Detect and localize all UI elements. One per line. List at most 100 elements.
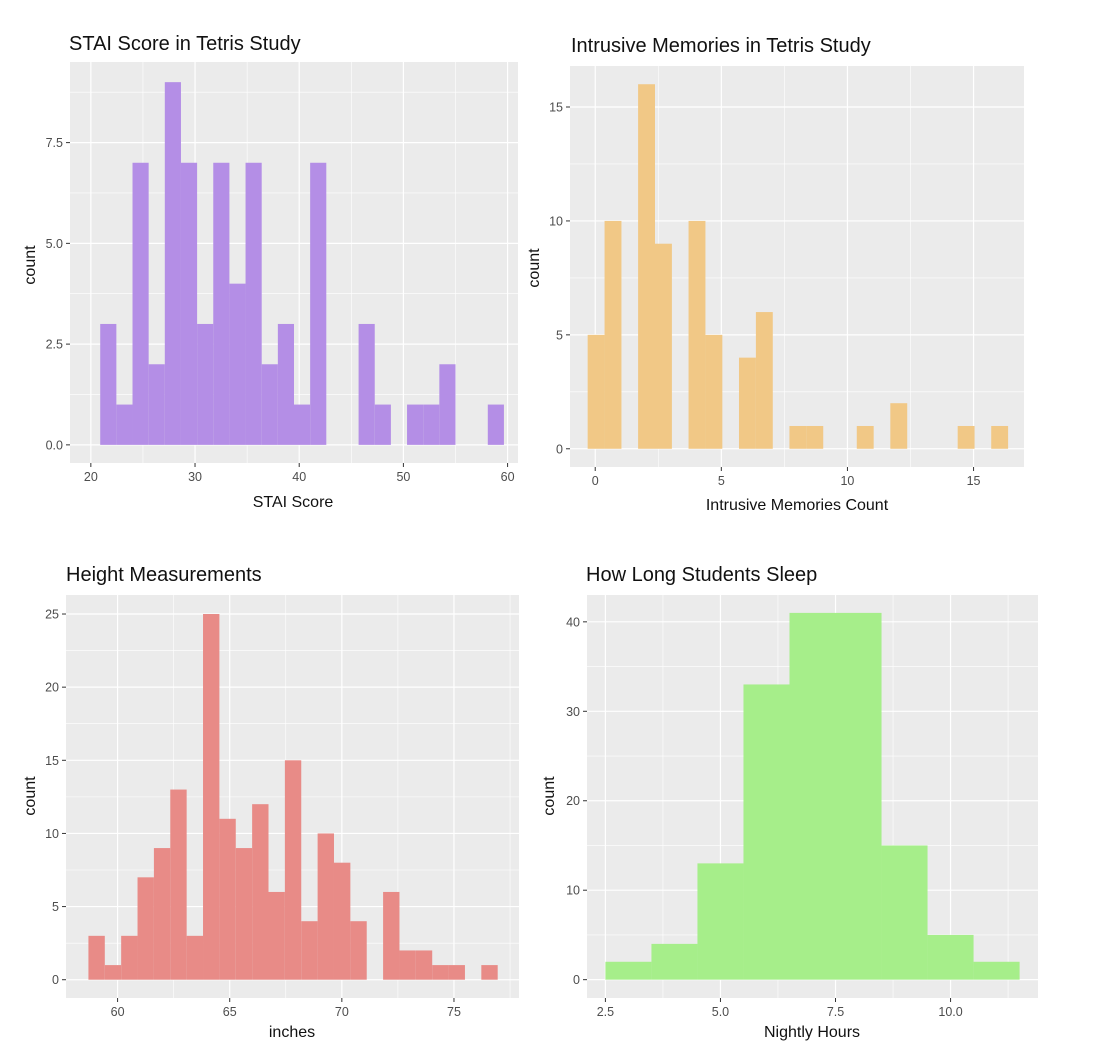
- histogram-bar: [374, 404, 391, 445]
- chart-title: STAI Score in Tetris Study: [69, 33, 301, 55]
- histogram-bar: [789, 612, 836, 980]
- histogram-bar: [104, 965, 122, 980]
- chart-title: Height Measurements: [66, 564, 262, 586]
- plot-area: 2.5 5.0 7.5 10.0 0 10 20 30 40: [566, 595, 1038, 1019]
- histogram-bar: [88, 935, 105, 980]
- histogram-bar: [100, 323, 117, 445]
- histogram-bar: [164, 82, 181, 445]
- histogram-bar: [333, 862, 351, 980]
- histogram-bar: [180, 162, 198, 445]
- histogram-bar: [203, 614, 220, 980]
- histogram-bar: [261, 364, 278, 445]
- histogram-bar: [268, 891, 285, 980]
- chart-height-measurements: Height Measurements inches count 60 65 70 7…: [0, 528, 552, 1056]
- histogram-bar: [654, 243, 672, 449]
- x-tick-label: 5.0: [712, 1005, 729, 1019]
- chart-svg: Height Measurements inches count 60 65 70 7…: [22, 564, 519, 1041]
- x-axis-title: STAI Score: [253, 494, 334, 511]
- x-axis-title: Intrusive Memories Count: [706, 497, 889, 514]
- x-tick-label: 30: [188, 470, 202, 484]
- histogram-bar: [605, 961, 652, 980]
- chart-title: How Long Students Sleep: [586, 564, 817, 586]
- histogram-bar: [229, 283, 246, 445]
- y-tick-label: 15: [549, 101, 563, 115]
- histogram-bar: [219, 818, 236, 980]
- x-tick-label: 60: [501, 470, 515, 484]
- histogram-bar: [407, 404, 424, 445]
- histogram-bar: [284, 760, 302, 980]
- histogram-bar: [448, 965, 465, 980]
- histogram-bar: [317, 833, 334, 980]
- histogram-bar: [423, 404, 440, 445]
- chart-stai-score: STAI Score in Tetris Study STAI Score co…: [0, 0, 552, 528]
- histogram-bar: [121, 935, 138, 980]
- y-tick-label: 2.5: [46, 338, 63, 352]
- histogram-bar: [688, 220, 706, 449]
- y-tick-label: 0: [573, 973, 580, 987]
- histogram-bar: [148, 364, 165, 445]
- y-tick-label: 5: [556, 328, 563, 342]
- histogram-bar: [153, 848, 171, 980]
- x-axis-title: Nightly Hours: [764, 1024, 860, 1041]
- y-tick-label: 10: [549, 214, 563, 228]
- y-tick-label: 0: [52, 973, 59, 987]
- chart-svg: How Long Students Sleep Nightly Hours co…: [541, 564, 1038, 1041]
- histogram-bar: [481, 965, 498, 980]
- x-tick-label: 40: [292, 470, 306, 484]
- x-tick-label: 65: [223, 1005, 237, 1019]
- histogram-bar: [587, 334, 605, 449]
- x-tick-label: 0: [592, 474, 599, 488]
- y-axis-title: count: [22, 245, 39, 285]
- y-tick-label: 5.0: [46, 237, 63, 251]
- x-tick-label: 50: [396, 470, 410, 484]
- y-tick-label: 40: [566, 615, 580, 629]
- histogram-bar: [132, 162, 149, 445]
- y-tick-label: 25: [45, 608, 59, 622]
- histogram-bar: [697, 863, 744, 980]
- histogram-bar: [310, 162, 327, 445]
- chart-intrusive-memories: Intrusive Memories in Tetris Study Intru…: [526, 0, 1104, 528]
- histogram-bar: [277, 323, 294, 445]
- y-axis-title: count: [22, 776, 39, 816]
- histogram-bar: [856, 425, 874, 449]
- plot-area: 20 30 40 50 60 0.0 2.5 5.0 7.5: [46, 62, 518, 484]
- y-axis-title: count: [541, 776, 558, 816]
- histogram-bar: [432, 965, 449, 980]
- x-tick-label: 15: [967, 474, 981, 488]
- histogram-bar: [604, 220, 622, 449]
- chart-title: Intrusive Memories in Tetris Study: [571, 35, 871, 57]
- histogram-bar: [235, 848, 253, 980]
- histogram-bar: [835, 612, 882, 980]
- histogram-bar: [301, 921, 318, 980]
- histogram-bar: [651, 943, 698, 980]
- histogram-bar: [973, 961, 1020, 980]
- x-axis-title: inches: [269, 1024, 315, 1041]
- histogram-bar: [252, 804, 269, 980]
- histogram-bar: [294, 404, 311, 445]
- y-tick-label: 20: [566, 794, 580, 808]
- histogram-bar: [881, 845, 928, 980]
- histogram-bar: [399, 950, 416, 980]
- histogram-bar: [890, 403, 908, 449]
- histogram-bar: [170, 789, 187, 980]
- x-tick-label: 2.5: [597, 1005, 614, 1019]
- y-tick-label: 10: [566, 884, 580, 898]
- histogram-bar: [638, 84, 655, 449]
- y-tick-label: 30: [566, 705, 580, 719]
- panel-background: [570, 66, 1024, 467]
- histogram-bar: [957, 425, 975, 449]
- histogram-bar: [738, 357, 756, 449]
- histogram-bar: [116, 404, 133, 445]
- histogram-bar: [383, 891, 400, 980]
- y-axis-title: count: [526, 248, 543, 288]
- chart-svg: Intrusive Memories in Tetris Study Intru…: [526, 35, 1024, 514]
- histogram-bar: [991, 425, 1009, 449]
- histogram-bar: [213, 162, 230, 445]
- histogram-bar: [743, 684, 790, 980]
- y-tick-label: 10: [45, 827, 59, 841]
- x-tick-label: 10.0: [938, 1005, 962, 1019]
- histogram-bar: [350, 921, 367, 980]
- histogram-bar: [415, 950, 433, 980]
- plot-area: 60 65 70 75 0 5 10 15 20 25: [45, 595, 519, 1019]
- histogram-bar: [137, 877, 154, 980]
